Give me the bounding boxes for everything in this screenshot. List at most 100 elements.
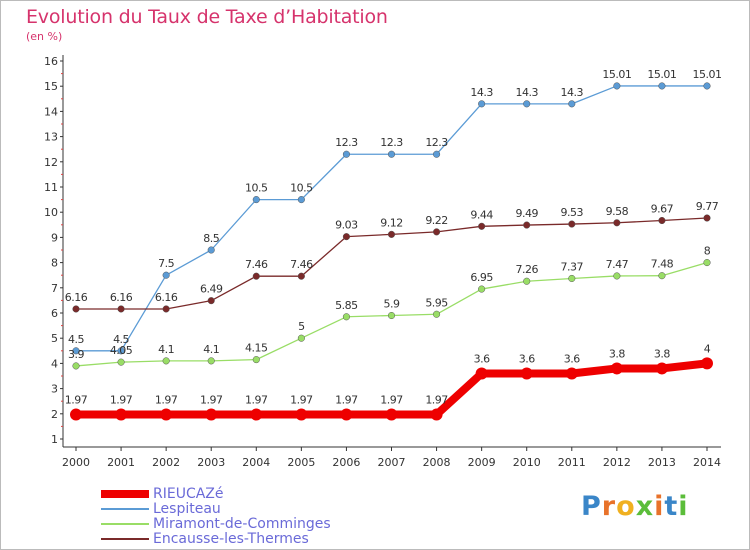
x-tick-label: 2011 xyxy=(558,456,586,469)
x-tick-label: 2012 xyxy=(603,456,631,469)
data-point xyxy=(433,310,441,318)
logo-letter: r xyxy=(601,491,617,522)
data-label: 1.97 xyxy=(155,394,178,407)
data-label: 3.8 xyxy=(654,347,670,360)
series-lines xyxy=(70,82,713,421)
y-tick-label: 11 xyxy=(44,181,58,194)
data-label: 9.67 xyxy=(651,203,674,216)
data-point xyxy=(613,219,621,227)
data-point xyxy=(117,347,125,355)
data-label: 3.6 xyxy=(564,352,580,365)
legend-label: RIEUCAZé xyxy=(153,486,224,502)
data-point xyxy=(250,408,263,421)
data-point xyxy=(387,150,396,158)
data-point xyxy=(478,100,486,108)
data-point xyxy=(342,233,350,241)
data-label: 7.5 xyxy=(158,257,174,270)
logo-letter: t xyxy=(664,491,679,522)
data-label: 4.05 xyxy=(110,344,133,357)
x-tick-label: 2007 xyxy=(378,456,406,469)
data-label: 9.53 xyxy=(561,206,584,219)
data-label: 4.5 xyxy=(68,333,84,346)
data-label: 9.77 xyxy=(696,200,719,213)
data-label: 5.85 xyxy=(335,299,358,312)
chart-subtitle: (en %) xyxy=(26,30,63,43)
data-label: 15.01 xyxy=(693,68,722,81)
data-label: 8 xyxy=(704,245,711,258)
data-point xyxy=(160,408,173,421)
y-tick-label: 4 xyxy=(51,357,58,370)
data-point xyxy=(520,367,533,380)
data-point xyxy=(252,272,260,280)
data-point xyxy=(610,362,623,375)
data-label: 6.49 xyxy=(200,283,223,296)
data-point xyxy=(162,357,170,365)
y-tick-label: 1 xyxy=(51,433,58,446)
data-point xyxy=(568,220,576,228)
data-label: 7.37 xyxy=(561,260,584,273)
y-tick-label: 16 xyxy=(44,55,58,68)
data-point xyxy=(297,196,305,204)
data-label: 1.97 xyxy=(425,394,448,407)
data-label: 4.1 xyxy=(203,343,219,356)
y-tick-label: 13 xyxy=(44,131,58,144)
data-label: 7.46 xyxy=(245,258,268,271)
data-label: 1.97 xyxy=(380,394,403,407)
x-tick-label: 2001 xyxy=(107,456,135,469)
data-point xyxy=(475,367,488,380)
data-point xyxy=(252,196,260,204)
chart-title: Evolution du Taux de Taxe d’Habitation xyxy=(26,6,388,28)
data-point xyxy=(658,216,666,225)
x-tick-label: 2000 xyxy=(62,456,90,469)
data-point xyxy=(613,272,621,280)
x-tick-label: 2004 xyxy=(242,456,270,469)
logo-letter: P xyxy=(581,491,602,522)
data-point xyxy=(523,100,531,108)
y-tick-label: 8 xyxy=(51,257,58,270)
data-labels: 4.5 4.5 7.5 8.5 10.5 10.5 12.3 12.3 12.3 14.3 14.3… xyxy=(65,68,722,407)
data-point xyxy=(72,305,80,313)
y-tick-label: 14 xyxy=(44,105,58,118)
data-label: 1.97 xyxy=(200,394,223,407)
proxiti-logo: Proxiti xyxy=(581,491,689,522)
logo-letter: o xyxy=(616,491,636,522)
data-point xyxy=(387,230,396,238)
data-point xyxy=(433,150,441,158)
data-label: 14.3 xyxy=(515,86,538,99)
x-tick-label: 2009 xyxy=(468,456,496,469)
data-point xyxy=(117,305,125,313)
data-point xyxy=(72,362,80,370)
data-label: 3.8 xyxy=(609,347,625,360)
y-tick-label: 2 xyxy=(51,408,58,421)
data-label: 3.6 xyxy=(519,352,535,365)
data-point xyxy=(70,408,82,421)
data-label: 15.01 xyxy=(602,68,631,81)
data-label: 6.16 xyxy=(65,291,88,304)
data-label: 6.16 xyxy=(155,291,178,304)
data-label: 1.97 xyxy=(290,394,313,407)
data-label: 14.3 xyxy=(470,86,493,99)
data-point xyxy=(523,277,531,285)
data-label: 4.15 xyxy=(245,342,268,355)
data-point xyxy=(430,408,443,421)
x-tick-label: 2003 xyxy=(197,456,225,469)
data-point xyxy=(523,221,531,229)
legend-label: Encausse-les-Thermes xyxy=(153,531,309,547)
y-tick-label: 3 xyxy=(51,383,58,396)
logo-letter: i xyxy=(678,491,689,522)
data-point xyxy=(658,272,666,280)
data-point xyxy=(252,356,260,364)
data-label: 7.26 xyxy=(515,263,538,276)
data-label: 10.5 xyxy=(290,182,313,195)
data-point xyxy=(655,362,668,375)
y-tick-label: 6 xyxy=(51,307,58,320)
data-label: 1.97 xyxy=(110,394,133,407)
data-point xyxy=(340,408,353,421)
data-label: 7.48 xyxy=(651,258,674,271)
data-point xyxy=(295,408,308,421)
data-point xyxy=(701,357,713,370)
data-label: 10.5 xyxy=(245,182,268,195)
